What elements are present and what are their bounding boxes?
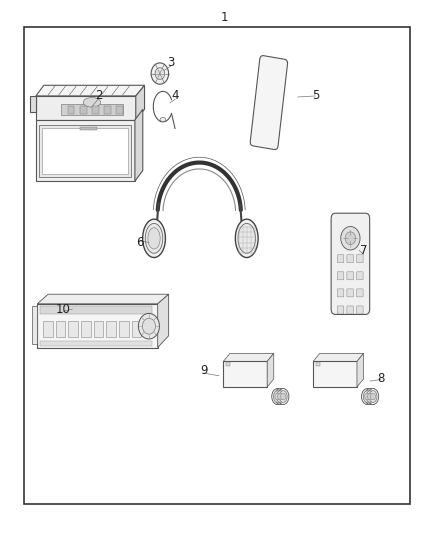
Polygon shape	[36, 120, 135, 181]
Bar	[119, 321, 129, 337]
FancyBboxPatch shape	[357, 272, 363, 280]
Circle shape	[341, 227, 360, 250]
Ellipse shape	[369, 391, 377, 402]
Circle shape	[151, 63, 169, 84]
Circle shape	[142, 318, 155, 334]
Text: 10: 10	[56, 303, 71, 316]
Circle shape	[367, 393, 373, 400]
Polygon shape	[267, 353, 274, 387]
FancyBboxPatch shape	[337, 255, 344, 263]
Bar	[68, 106, 74, 114]
Bar	[92, 106, 99, 114]
Bar	[94, 321, 103, 337]
Bar	[132, 321, 141, 337]
FancyBboxPatch shape	[347, 289, 353, 297]
Text: 8: 8	[378, 372, 385, 385]
Circle shape	[364, 393, 370, 400]
FancyBboxPatch shape	[347, 272, 353, 280]
Polygon shape	[30, 96, 36, 112]
Polygon shape	[135, 109, 143, 181]
Ellipse shape	[160, 117, 166, 122]
Ellipse shape	[238, 223, 255, 253]
Circle shape	[371, 393, 376, 400]
Text: 6: 6	[136, 236, 144, 249]
Polygon shape	[37, 294, 169, 304]
Polygon shape	[36, 96, 136, 120]
Bar	[24, 27, 410, 504]
Bar	[43, 321, 53, 337]
Bar	[106, 321, 116, 337]
Circle shape	[281, 393, 286, 400]
Ellipse shape	[272, 389, 283, 405]
Bar	[40, 341, 152, 346]
FancyBboxPatch shape	[250, 55, 288, 150]
Bar	[56, 321, 65, 337]
Bar	[316, 362, 320, 366]
Bar	[81, 321, 91, 337]
Bar	[80, 106, 87, 114]
Circle shape	[275, 393, 280, 400]
FancyBboxPatch shape	[357, 306, 363, 314]
Polygon shape	[158, 294, 169, 348]
Ellipse shape	[235, 219, 258, 257]
Bar	[226, 362, 230, 366]
Text: 9: 9	[200, 364, 208, 377]
Text: 7: 7	[360, 244, 367, 257]
Bar	[68, 321, 78, 337]
Text: 4: 4	[171, 90, 179, 102]
Bar	[116, 106, 123, 114]
Ellipse shape	[275, 389, 286, 405]
Text: 1: 1	[220, 11, 228, 23]
Text: 5: 5	[312, 90, 319, 102]
Text: 2: 2	[95, 90, 102, 102]
Polygon shape	[37, 304, 158, 348]
Ellipse shape	[145, 223, 163, 253]
Ellipse shape	[278, 389, 289, 405]
FancyBboxPatch shape	[347, 306, 353, 314]
Bar	[42, 128, 128, 174]
Bar	[39, 125, 131, 177]
Ellipse shape	[366, 391, 374, 402]
Circle shape	[278, 393, 283, 400]
FancyBboxPatch shape	[357, 255, 363, 263]
Bar	[104, 106, 110, 114]
FancyBboxPatch shape	[337, 289, 344, 297]
Bar	[313, 361, 357, 387]
Ellipse shape	[364, 389, 376, 405]
Circle shape	[345, 232, 356, 245]
Ellipse shape	[363, 391, 371, 402]
Bar	[61, 104, 123, 115]
Polygon shape	[357, 353, 364, 387]
Polygon shape	[36, 85, 145, 96]
Polygon shape	[313, 353, 364, 361]
Polygon shape	[136, 85, 145, 120]
Text: 3: 3	[167, 56, 174, 69]
Ellipse shape	[143, 219, 166, 257]
Polygon shape	[223, 353, 274, 361]
Circle shape	[138, 313, 159, 339]
FancyBboxPatch shape	[347, 255, 353, 263]
Circle shape	[155, 68, 165, 79]
Bar	[40, 306, 152, 314]
Polygon shape	[32, 306, 37, 344]
Ellipse shape	[367, 389, 379, 405]
Ellipse shape	[276, 391, 284, 402]
Bar	[80, 127, 97, 130]
FancyBboxPatch shape	[331, 213, 370, 314]
Ellipse shape	[83, 98, 101, 107]
Ellipse shape	[279, 391, 287, 402]
FancyBboxPatch shape	[357, 289, 363, 297]
Bar	[223, 361, 267, 387]
Ellipse shape	[273, 391, 281, 402]
Ellipse shape	[361, 389, 373, 405]
FancyBboxPatch shape	[337, 272, 344, 280]
Ellipse shape	[148, 228, 160, 249]
FancyBboxPatch shape	[337, 306, 344, 314]
